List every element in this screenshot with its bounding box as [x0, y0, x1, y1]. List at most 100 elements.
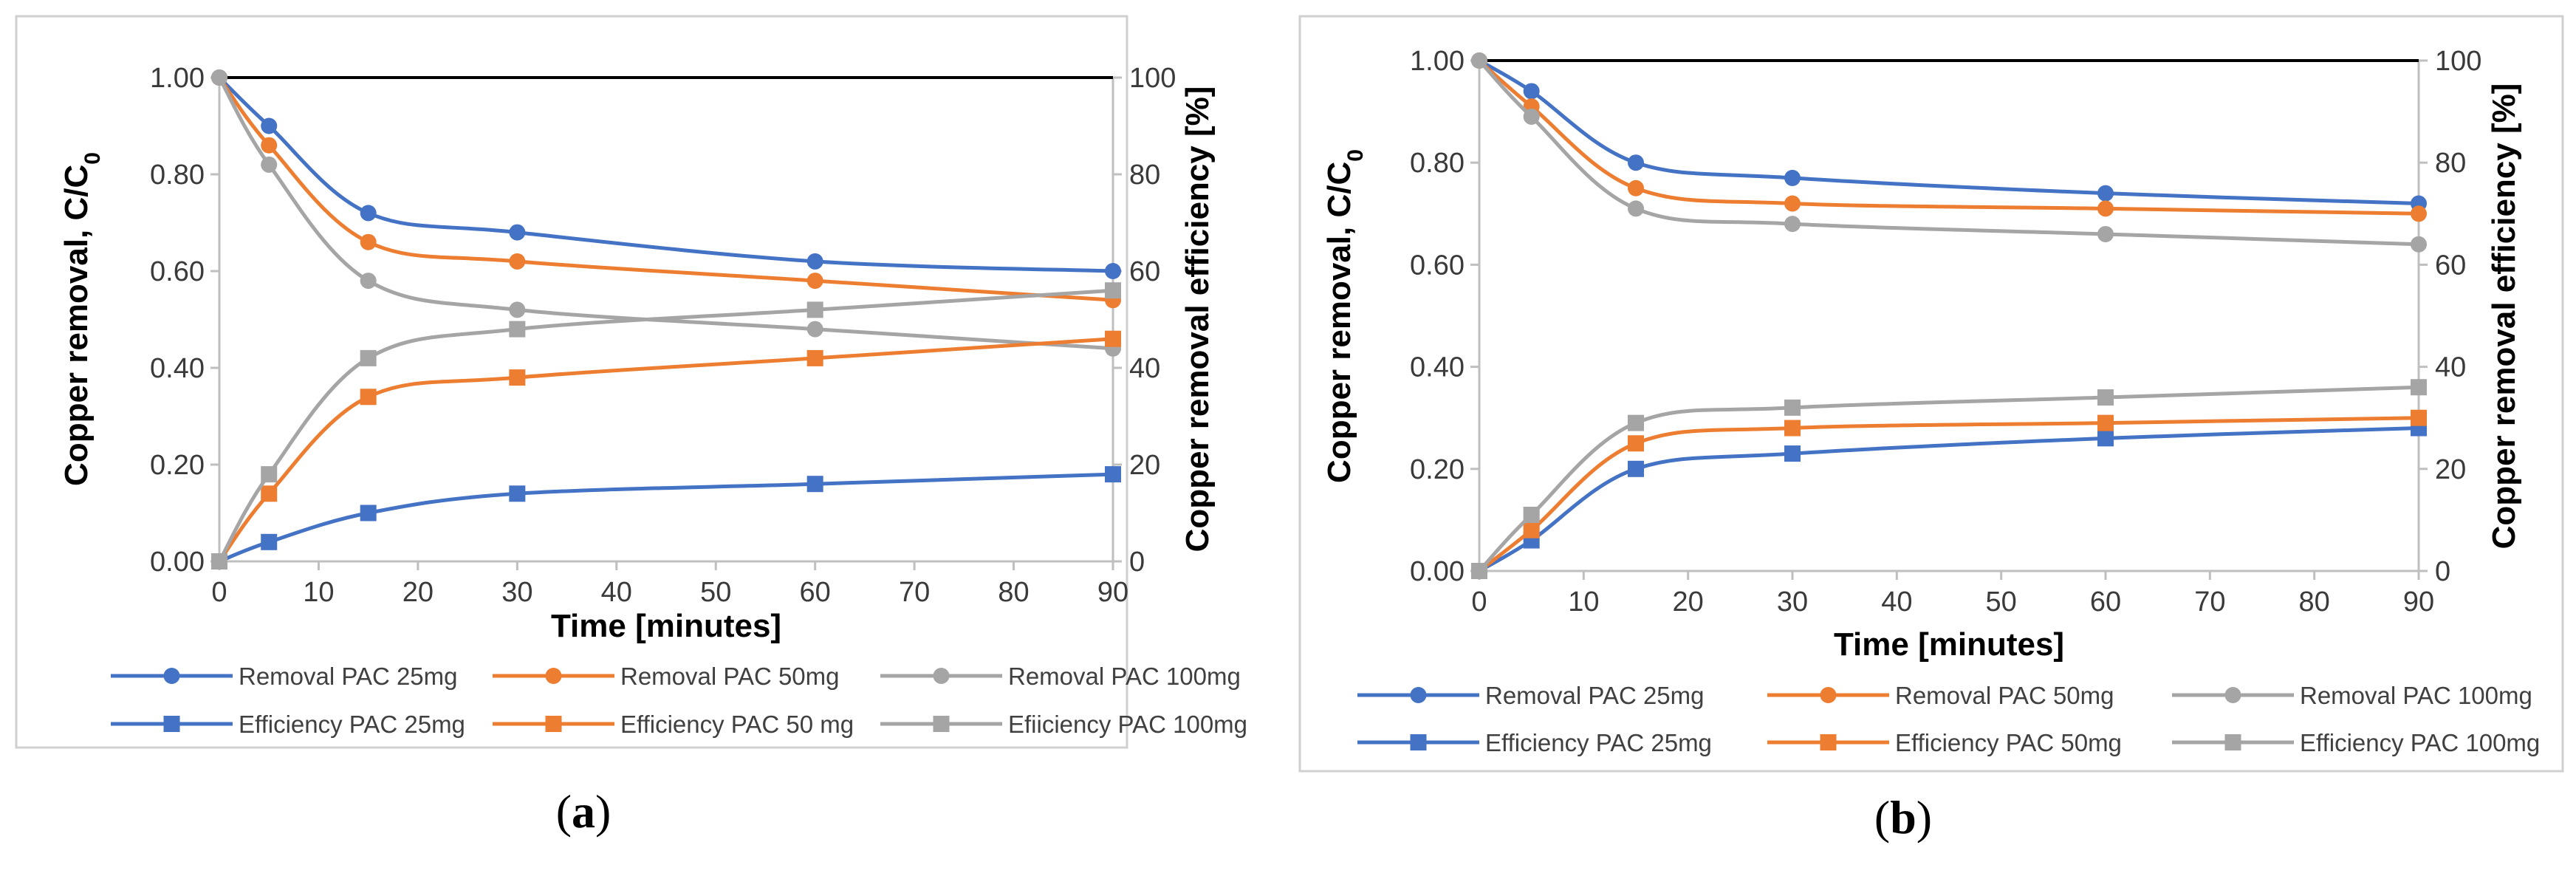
- data-point-square: [1784, 445, 1801, 462]
- data-point-circle: [2097, 185, 2114, 202]
- legend-marker-circle: [2224, 687, 2241, 703]
- x-tick-label: 10: [1568, 586, 1599, 618]
- y-axis-right-title: Copper removal efficiency [%]: [2486, 83, 2522, 550]
- y-right-tick-label: 40: [1129, 353, 1160, 384]
- legend-marker-square: [933, 716, 950, 732]
- data-point-circle: [360, 233, 377, 250]
- legend-marker-circle: [1410, 687, 1427, 703]
- data-point-square: [1628, 435, 1644, 452]
- data-point-circle: [2097, 225, 2114, 242]
- y-left-tick-label: 0.60: [150, 256, 205, 287]
- legend-entry: Efficiency PAC 50mg: [1767, 729, 2122, 756]
- data-point-square: [1628, 460, 1644, 477]
- data-point-square: [1628, 414, 1644, 431]
- x-tick-label: 90: [1097, 577, 1128, 608]
- legend-marker-square: [2224, 734, 2241, 750]
- data-point-square: [2411, 379, 2427, 396]
- legend-label: Removal PAC 100mg: [1008, 663, 1241, 690]
- data-point-square: [2097, 430, 2114, 447]
- data-point-circle: [2411, 205, 2427, 222]
- y-left-tick-label: 1.00: [1410, 46, 1465, 77]
- series-removal-pac-100mg: [211, 69, 1121, 357]
- legend-label: Efiiciency PAC 100mg: [1008, 711, 1247, 738]
- data-point-circle: [261, 137, 278, 154]
- y-right-tick-label: 20: [1129, 450, 1160, 481]
- x-tick-label: 80: [998, 577, 1029, 608]
- legend-label: Removal PAC 100mg: [2300, 682, 2532, 709]
- y-left-tick-label: 1.00: [150, 63, 205, 94]
- x-tick-label: 30: [501, 577, 532, 608]
- x-tick-label: 50: [700, 577, 731, 608]
- y-left-tick-label: 0.80: [1410, 148, 1465, 179]
- x-tick-label: 20: [1673, 586, 1704, 618]
- panel-caption: (b): [1874, 791, 1932, 844]
- legend-marker-square: [1410, 734, 1427, 750]
- legend-entry: Efficiency PAC 25mg: [1357, 729, 1712, 756]
- y-left-tick-label: 0.20: [150, 450, 205, 481]
- y-right-tick-label: 0: [2435, 556, 2450, 587]
- data-point-circle: [509, 224, 526, 241]
- data-point-circle: [360, 205, 377, 222]
- legend-marker-square: [1820, 734, 1837, 750]
- data-point-square: [1784, 420, 1801, 437]
- y-right-tick-label: 20: [2435, 454, 2466, 485]
- legend-entry: Efficiency PAC 25mg: [111, 711, 465, 738]
- series-efficiency-pac-100mg: [1471, 379, 2427, 579]
- x-tick-label: 60: [800, 577, 831, 608]
- y-axis-left-title-subscript: 0: [80, 152, 105, 165]
- data-point-square: [1105, 330, 1121, 347]
- x-axis-title: Time [minutes]: [1834, 626, 2064, 663]
- data-point-circle: [806, 321, 823, 338]
- legend-marker-circle: [933, 668, 950, 684]
- x-tick-label: 50: [1986, 586, 2017, 618]
- y-left-tick-label: 0.60: [1410, 250, 1465, 281]
- x-tick-label: 40: [601, 577, 632, 608]
- data-point-square: [360, 505, 377, 521]
- data-point-square: [2097, 389, 2114, 406]
- data-point-square: [806, 349, 823, 366]
- data-point-circle: [806, 253, 823, 270]
- data-point-circle: [2097, 200, 2114, 217]
- data-point-circle: [1784, 195, 1801, 212]
- panel-caption: (a): [556, 785, 612, 838]
- data-point-circle: [2411, 236, 2427, 253]
- x-axis-title: Time [minutes]: [551, 608, 781, 644]
- y-right-tick-label: 100: [2435, 46, 2481, 77]
- legend-entry: Removal PAC 100mg: [880, 663, 1241, 690]
- x-tick-label: 30: [1777, 586, 1808, 618]
- legend-marker-square: [545, 716, 562, 732]
- data-point-square: [360, 349, 377, 366]
- series-efficiency-pac-50mg: [1471, 409, 2427, 579]
- x-tick-label: 90: [2403, 586, 2434, 618]
- chart-panel-a: 0 10 20 30 40 50 60 70 80 90 0.00 0.20 0.40 0.60 0.80 1…: [15, 15, 1247, 749]
- data-point-circle: [261, 156, 278, 173]
- x-tick-label: 0: [1471, 586, 1487, 618]
- data-point-square: [2411, 409, 2427, 426]
- data-point-square: [1523, 521, 1540, 538]
- y-left-tick-label: 0.00: [1410, 556, 1465, 587]
- series-line: [219, 472, 1114, 564]
- data-point-circle: [1628, 200, 1644, 217]
- caption-close-paren: ): [595, 785, 611, 838]
- legend-marker-circle: [545, 668, 562, 684]
- data-point-circle: [1628, 179, 1644, 196]
- data-point-square: [261, 466, 278, 483]
- data-point-square: [211, 553, 227, 570]
- caption-close-paren: ): [1916, 791, 1932, 844]
- series-removal-pac-100mg: [1471, 52, 2427, 253]
- y-axis-left-title: Copper removal, C/C0: [58, 152, 105, 486]
- data-point-circle: [211, 69, 227, 86]
- x-tick-label: 20: [402, 577, 434, 608]
- data-point-square: [261, 485, 278, 502]
- data-point-square: [509, 369, 526, 386]
- data-point-square: [509, 485, 526, 502]
- series-efiiciency-pac-100mg: [211, 282, 1121, 570]
- data-point-square: [806, 476, 823, 493]
- data-point-square: [1784, 399, 1801, 416]
- x-tick-label: 70: [899, 577, 930, 608]
- legend-label: Removal PAC 25mg: [1485, 682, 1705, 709]
- y-right-tick-label: 0: [1129, 547, 1145, 578]
- y-left-tick-label: 0.40: [150, 353, 205, 384]
- data-point-square: [1105, 466, 1121, 483]
